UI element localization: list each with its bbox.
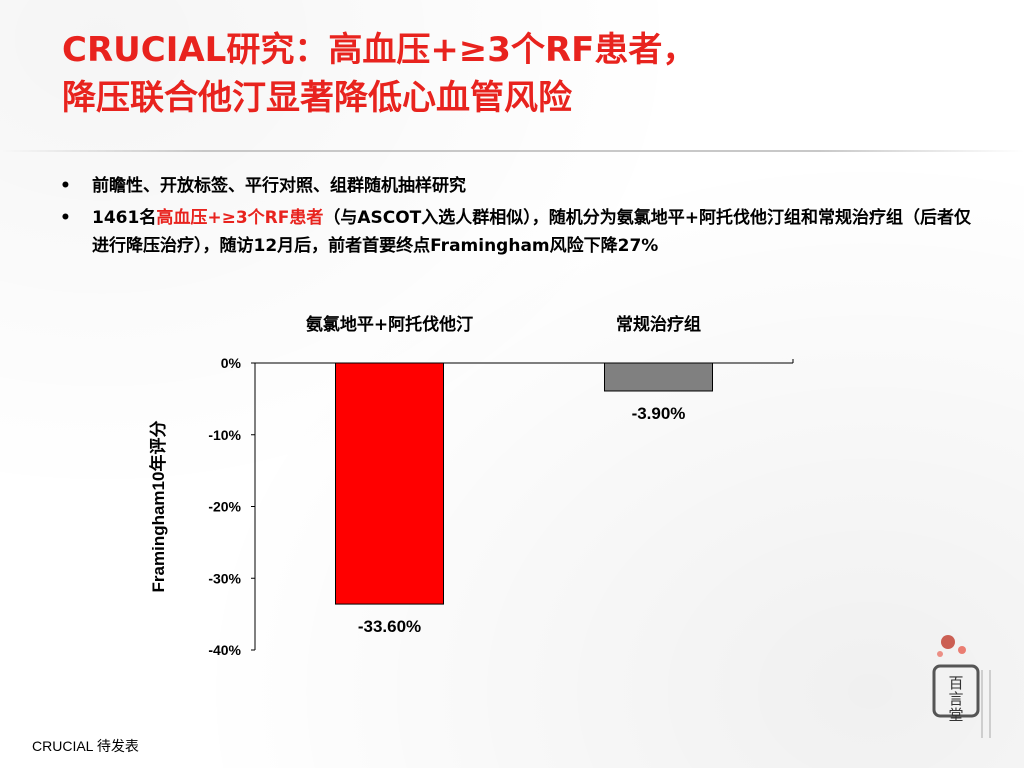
bar-value-label: -3.90% xyxy=(632,404,686,423)
y-tick-label: -20% xyxy=(208,499,241,515)
bar xyxy=(335,362,444,605)
y-tick-label: -10% xyxy=(208,427,241,443)
bullet-item-2: • 1461名高血压+≥3个RF患者（与ASCOT入选人群相似），随机分为氨氯地… xyxy=(60,204,980,260)
divider xyxy=(0,150,1024,152)
title-line-2: 降压联合他汀显著降低心血管风险 xyxy=(62,78,572,118)
logo-text: 百言堂 xyxy=(948,674,963,724)
category-label: 氨氯地平+阿托伐他汀 xyxy=(306,314,473,335)
bar xyxy=(604,362,713,392)
bullet-dot-icon: • xyxy=(60,176,71,196)
title-line-1: CRUCIAL研究：高血压+≥3个RF患者， xyxy=(62,30,697,70)
category-label: 常规治疗组 xyxy=(616,314,701,335)
y-axis-label: Framingham10年评分 xyxy=(148,421,168,593)
y-tick-label: -40% xyxy=(208,642,241,658)
seal-logo-icon: 百言堂 xyxy=(932,635,991,738)
bullet-text: 前瞻性、开放标签、平行对照、组群随机抽样研究 xyxy=(92,176,466,196)
bullet-text-rest: （与ASCOT入选人群相似），随机分为氨氯地平+阿托伐他汀组和常规治疗组（后者仅… xyxy=(92,208,972,256)
y-tick-label: -30% xyxy=(208,570,241,586)
footer-citation: CRUCIAL 待发表 xyxy=(32,738,139,754)
bar-value-label: -33.60% xyxy=(358,617,421,636)
bullet-text-prefix: 1461名 xyxy=(92,208,157,228)
page-title: CRUCIAL研究：高血压+≥3个RF患者， 降压联合他汀显著降低心血管风险 xyxy=(62,26,962,122)
bullet-list: • 前瞻性、开放标签、平行对照、组群随机抽样研究 • 1461名高血压+≥3个R… xyxy=(60,172,980,264)
y-tick-label: 0% xyxy=(221,355,242,371)
bullet-item-1: • 前瞻性、开放标签、平行对照、组群随机抽样研究 xyxy=(60,172,980,200)
bullet-text-highlight: 高血压+≥3个RF患者 xyxy=(156,208,324,228)
bullet-dot-icon: • xyxy=(60,208,71,228)
